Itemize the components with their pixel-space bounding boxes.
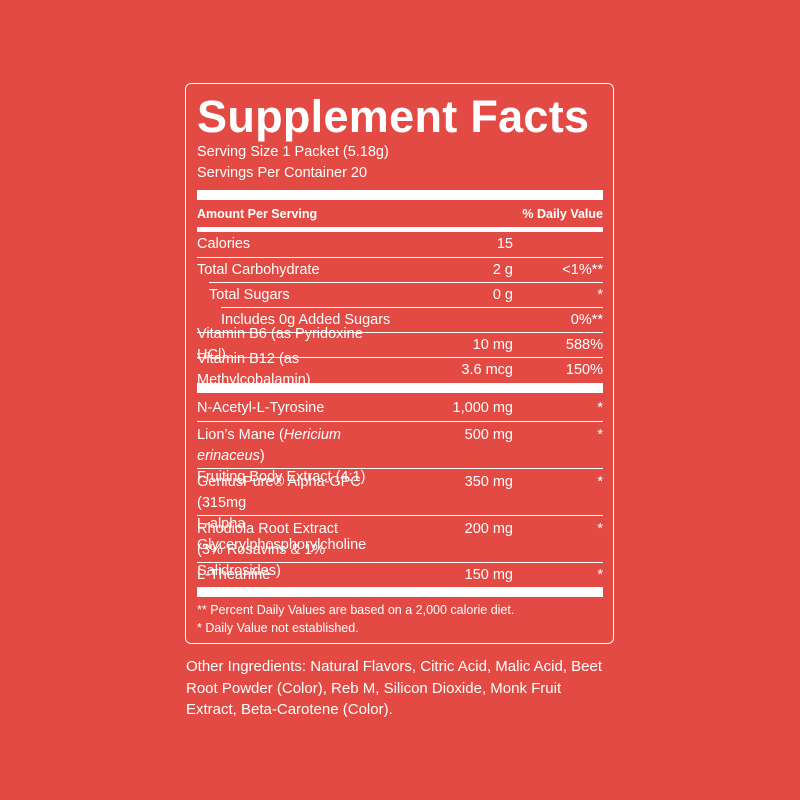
amount: 15 [496,236,513,252]
name-line2: Fruiting Body Extract (4:1) [197,469,366,485]
amount: 1,000 mg [452,400,513,416]
amount: 10 mg [472,336,513,353]
amount: 3.6 mcg [461,361,513,378]
ingredient-row: L-Theanine 150 mg * [197,562,603,587]
header-daily-value: % Daily Value [522,206,603,221]
daily-value: 0%** [570,311,603,328]
nutrient-row: Total Carbohydrate 2 g <1%** [197,257,603,282]
nutrient-row: Calories 15 [197,232,603,257]
divider [197,190,603,200]
amount: 150 mg [464,566,513,583]
header-amount: Amount Per Serving [197,206,318,221]
name: Includes 0g Added Sugars [221,311,391,328]
ingredient-list: N-Acetyl-L-Tyrosine 1,000 mg * Lion’s Mane… [197,396,603,587]
name: Vitamin B12 (as Methylcobalamin) [197,351,311,388]
daily-value: <1%** [562,261,603,278]
divider [197,227,603,232]
daily-value: 150% [565,361,603,378]
header-row: Amount Per Serving % Daily Value [197,200,603,227]
other-ingredients: Other Ingredients: Natural Flavors, Citr… [186,658,602,718]
footnote: ** Percent Daily Values are based on a 2… [197,603,515,617]
supplement-facts-panel: Supplement Facts Serving Size 1 Packet (… [185,83,614,644]
name: N-Acetyl-L-Tyrosine [197,400,325,416]
nutrient-row: Includes 0g Added Sugars 0%** [221,307,603,332]
servings-per-container: Servings Per Container 20 [197,165,368,181]
ingredient-row: GeniusPure® Alpha-GPC (315mg L-alpha Glyc… [197,468,603,553]
name: Lion’s Mane ( [197,427,284,443]
daily-value: 588% [565,336,603,353]
daily-value: * [597,521,603,537]
name: Vitamin B6 (as Pyridoxine HCl) [197,326,363,363]
name: Total Carbohydrate [197,261,320,278]
divider [197,383,603,393]
ingredient-row: N-Acetyl-L-Tyrosine 1,000 mg * [197,396,603,421]
panel-title: Supplement Facts [197,91,590,142]
name: ) [259,448,265,464]
nutrient-list: Calories 15 Total Carbohydrate 2 g <1%** To… [197,232,603,388]
latin-name: Hericium erinaceus [197,427,341,464]
name: Rhodiola Root Extract [197,521,339,537]
nutrient-row: Vitamin B12 (as Methylcobalamin) 3.6 mcg 1… [197,351,603,388]
daily-value: * [597,286,603,303]
amount: 350 mg [464,474,513,490]
serving-size: Serving Size 1 Packet (5.18g) [197,144,389,160]
daily-value: * [597,400,603,416]
daily-value: * [597,566,603,583]
daily-value: * [597,474,603,490]
amount: 2 g [492,261,513,278]
nutrient-row: Total Sugars 0 g * [209,282,603,307]
name: GeniusPure® Alpha-GPC (315mg [197,474,361,511]
name: L-Theanine [197,566,271,583]
name-line2: L-alpha Glycerylphosphorylcholine [197,516,367,553]
name-line2: (3% Rosavins & 1% Salidrosides) [197,542,326,579]
daily-value: * [597,427,603,443]
ingredient-row: Lion’s Mane (Hericium erinaceus) Fruiting… [197,421,603,485]
name: Calories [197,236,251,252]
amount: 500 mg [464,427,513,443]
footnotes: ** Percent Daily Values are based on a 2… [197,601,603,637]
amount: 0 g [492,286,513,303]
nutrient-row: Vitamin B6 (as Pyridoxine HCl) 10 mg 588% [197,326,603,363]
name: Total Sugars [209,286,290,303]
amount: 200 mg [464,521,513,537]
ingredient-row: Rhodiola Root Extract (3% Rosavins & 1% S… [197,515,603,579]
divider [197,587,603,597]
footnote: * Daily Value not established. [197,621,359,635]
